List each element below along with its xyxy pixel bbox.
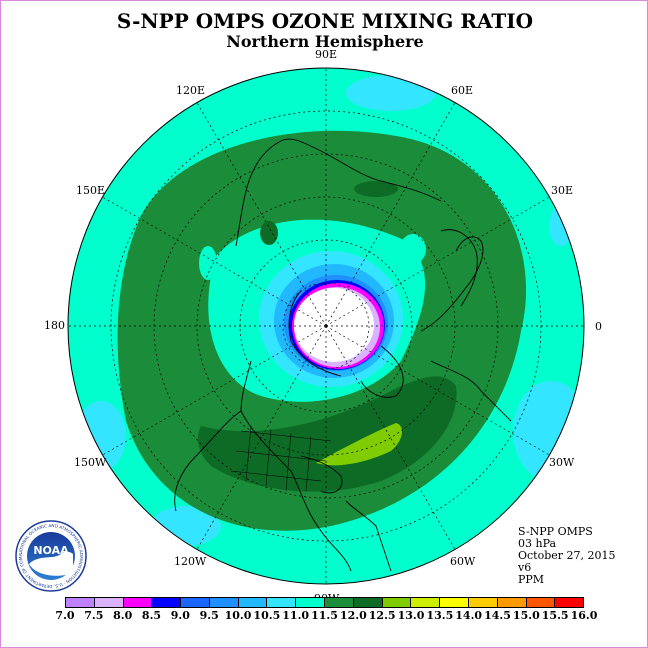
colorbar-swatch-9 xyxy=(325,598,354,607)
coastline-scandinavia xyxy=(420,236,484,332)
colorbar-swatch-7 xyxy=(267,598,297,607)
coastlines xyxy=(174,138,512,572)
longitude-label-lon-150w: 150W xyxy=(74,456,107,469)
coastline-baltic xyxy=(440,229,478,307)
longitude-label-lon-30e: 30E xyxy=(551,184,574,197)
coastline-east-asia xyxy=(245,138,322,192)
meridian-lon-30w xyxy=(325,325,550,456)
colorbar-tick-label: 9.5 xyxy=(199,609,219,622)
coastline-greenland xyxy=(360,345,404,398)
latitude-circle-80n xyxy=(282,282,370,370)
latitude-circle-60n xyxy=(196,196,456,456)
longitude-label-lon-30w: 30W xyxy=(549,456,575,469)
colorbar-tick-label: 10.5 xyxy=(253,609,281,622)
colorbar-tick-label: 15.0 xyxy=(512,609,540,622)
colorbar-tick-label: 10.0 xyxy=(224,609,252,622)
meridian-lon-60e xyxy=(325,102,456,327)
coastline-north-america-west xyxy=(174,410,242,512)
coastline-great-lakes xyxy=(300,455,343,494)
date-label: October 27, 2015 xyxy=(518,549,616,562)
coastline-kamchatka xyxy=(235,190,247,247)
pressure-level-label: 03 hPa xyxy=(518,537,557,550)
colorbar-tick-label: 13.0 xyxy=(397,609,425,622)
longitude-label-lon-60w: 60W xyxy=(450,555,476,568)
colorbar xyxy=(65,597,584,608)
noaa-logo-bird xyxy=(29,551,73,576)
ozone-12-0-patch-northwest xyxy=(260,221,278,245)
meridian-lon-150e xyxy=(102,196,327,327)
longitude-label-lon-150e: 150E xyxy=(76,184,106,197)
coastline-siberia xyxy=(320,150,442,202)
colorbar-tick-label: 15.5 xyxy=(541,609,569,622)
coastline-alaska xyxy=(240,360,252,412)
version-label: v6 xyxy=(518,561,532,574)
map-subtitle: Northern Hemisphere xyxy=(226,32,424,51)
noaa-logo-text: NOAA xyxy=(33,544,69,557)
meridian-lon-120w xyxy=(196,325,327,550)
colorbar-tick-label: 11.5 xyxy=(311,609,338,622)
info-block: S-NPP OMPS 03 hPa October 27, 2015 v6 PP… xyxy=(518,526,616,586)
colorbar-swatch-3 xyxy=(152,598,182,607)
meridian-lon-150w xyxy=(102,325,327,456)
longitude-label-lon-180: 180 xyxy=(44,319,65,332)
colorbar-tick-label: 8.0 xyxy=(113,609,133,622)
instrument-label: S-NPP OMPS xyxy=(518,525,593,538)
longitude-label-lon-60e: 60E xyxy=(451,84,474,97)
colorbar-swatch-11 xyxy=(382,598,412,607)
colorbar-swatch-4 xyxy=(181,598,210,607)
coastline-north-america-east xyxy=(240,410,352,572)
state-borders xyxy=(230,425,332,492)
colorbar-tick-label: 16.0 xyxy=(570,609,598,622)
colorbar-swatch-2 xyxy=(123,598,153,607)
coastline-europe-west xyxy=(430,360,512,422)
colorbar-tick-label: 9.0 xyxy=(170,609,190,622)
longitude-label-lon-120e: 120E xyxy=(176,84,206,97)
colorbar-tick-label: 8.5 xyxy=(141,609,162,622)
map-boundary xyxy=(67,67,585,585)
colorbar-swatch-15 xyxy=(497,598,527,607)
coastline-arctic-canada xyxy=(288,290,342,377)
longitude-label-lon-120w: 120W xyxy=(174,555,207,568)
meridian-lines xyxy=(68,68,584,584)
colorbar-tick-label: 14.5 xyxy=(484,609,511,622)
colorbar-ticks: 7.0 7.5 8.0 8.5 9.0 9.5 10.0 10.5 11.0 11.5 12.0 12… xyxy=(55,609,597,623)
colorbar-swatch-5 xyxy=(209,598,239,607)
state-border-lines xyxy=(230,425,332,492)
ozone-10-5-patch-north xyxy=(346,75,436,111)
noaa-logo: NATIONAL OCEANIC AND ATMOSPHERIC ADMINIS… xyxy=(15,520,87,592)
coastline-caribbean xyxy=(345,500,392,572)
ozone-level-12-0-band xyxy=(198,376,457,492)
meridian-lon-60w xyxy=(325,325,456,550)
colorbar-swatch-6 xyxy=(238,598,268,607)
colorbar-tick-label: 7.5 xyxy=(84,609,104,622)
colorbar-swatch-1 xyxy=(94,598,124,607)
longitude-label-lon-0: 0 xyxy=(595,320,602,333)
colorbar-swatch-12 xyxy=(411,598,441,607)
units-label: PPM xyxy=(518,573,545,586)
colorbar-swatch-0 xyxy=(66,598,95,607)
colorbar-tick-label: 12.5 xyxy=(368,609,396,622)
colorbar-tick-label: 13.5 xyxy=(426,609,454,622)
graticule xyxy=(68,68,584,584)
colorbar-swatch-16 xyxy=(526,598,556,607)
ozone-11-0-bay-east xyxy=(400,234,426,264)
colorbar-swatch-10 xyxy=(353,598,383,607)
polar-night-no-data xyxy=(294,288,374,362)
colorbar-tick-label: 11.0 xyxy=(282,609,310,622)
ozone-12-0-patch-north xyxy=(354,181,398,197)
meridian-lon-30e xyxy=(325,196,550,327)
meridian-lon-120e xyxy=(196,102,327,327)
colorbar-swatch-17 xyxy=(555,598,584,607)
colorbar-swatch-8 xyxy=(296,598,326,607)
longitude-label-lon-90e: 90E xyxy=(315,48,338,61)
colorbar-swatch-14 xyxy=(468,598,498,607)
ozone-11-0-bay-west xyxy=(199,246,217,280)
colorbar-tick-label: 7.0 xyxy=(55,609,75,622)
colorbar-swatch-13 xyxy=(440,598,469,607)
map-title: S-NPP OMPS OZONE MIXING RATIO xyxy=(116,9,534,33)
colorbar-tick-label: 14.0 xyxy=(455,609,483,622)
colorbar-tick-label: 12.0 xyxy=(339,609,367,622)
